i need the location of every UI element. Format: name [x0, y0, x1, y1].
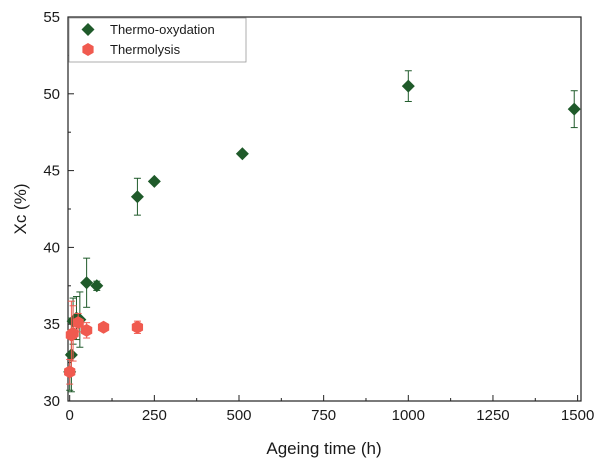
y-tick-label: 35: [43, 316, 60, 333]
x-axis-title: Ageing time (h): [266, 439, 381, 458]
legend-label-thermolysis: Thermolysis: [110, 42, 181, 57]
thermo-oxydation-point: [401, 79, 415, 93]
thermo-oxydation-point: [147, 174, 161, 188]
x-tick-label: 1500: [561, 407, 594, 424]
legend-marker-thermolysis: [82, 43, 94, 56]
legend: Thermo-oxydation Thermolysis: [68, 17, 247, 63]
thermolysis-point: [80, 323, 93, 337]
y-tick-label: 50: [43, 86, 60, 103]
thermo-oxydation-point: [90, 279, 104, 293]
axis-tick-labels: 0 250 500 750 1000 1250 1500 30 35 40 45 50 55: [43, 9, 594, 424]
thermo-oxydation-point: [235, 147, 249, 161]
thermo-oxydation-point: [567, 102, 581, 116]
thermolysis-point: [72, 316, 84, 330]
thermolysis-point: [97, 320, 110, 334]
axis-ticks: [68, 16, 579, 402]
thermo-oxydation-point: [130, 190, 144, 204]
x-tick-label: 750: [311, 407, 336, 424]
legend-box: [68, 17, 247, 63]
x-tick-label: 1000: [392, 407, 425, 424]
plot-area-frame: [67, 16, 582, 402]
y-tick-label: 30: [43, 393, 60, 410]
thermo-oxydation-point: [80, 276, 94, 290]
x-tick-label: 0: [66, 407, 74, 424]
x-tick-label: 250: [142, 407, 167, 424]
data-marks: [63, 70, 581, 393]
legend-marker-thermo-oxydation: [81, 23, 95, 36]
y-tick-label: 40: [43, 239, 60, 256]
thermolysis-point: [131, 320, 144, 334]
y-tick-label: 45: [43, 163, 60, 180]
legend-label-thermo-oxydation: Thermo-oxydation: [110, 22, 215, 37]
x-tick-label: 1250: [476, 407, 509, 424]
y-tick-label: 55: [43, 9, 60, 26]
thermolysis-point: [67, 326, 79, 340]
x-tick-label: 500: [226, 407, 251, 424]
thermolysis-point: [64, 365, 76, 379]
y-axis-title: Xc (%): [11, 184, 30, 235]
